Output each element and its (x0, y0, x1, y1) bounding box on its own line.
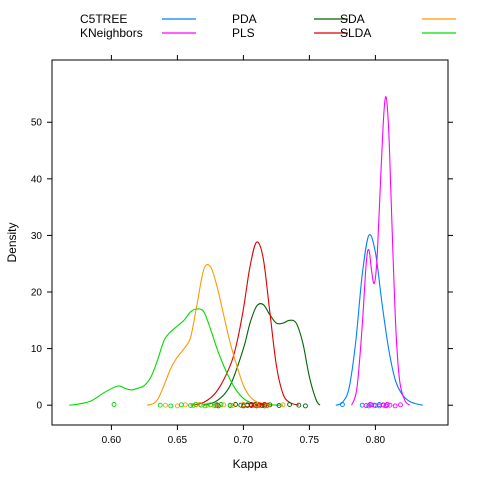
rug-point-sda (221, 402, 227, 408)
y-tick-label: 0 (36, 401, 42, 412)
rug-point-slda (207, 402, 213, 408)
legend-label-c5tree: C5TREE (80, 12, 127, 26)
rug-point-kneighbors (384, 402, 390, 407)
rug-point-kneighbors (371, 402, 377, 408)
rug-point-slda (213, 403, 219, 408)
rug-point-pls (259, 403, 265, 408)
x-tick-label: 0.75 (300, 435, 320, 446)
y-tick-label: 30 (31, 231, 43, 242)
x-tick-label: 0.70 (234, 435, 254, 446)
rug-point-pls (248, 402, 254, 407)
rug-point-sda (163, 402, 168, 408)
rug-point-kneighbors (387, 402, 393, 408)
rug-point-sda (205, 402, 211, 408)
rug-point-sda (174, 403, 180, 409)
legend-label-pls: PLS (232, 26, 255, 40)
rug-point-pda (296, 402, 302, 408)
density-curve-slda (69, 308, 284, 406)
legend-label-slda: SLDA (340, 26, 371, 40)
legend-label-pda: PDA (232, 12, 257, 26)
rug-point-pda (233, 402, 238, 407)
density-curves (69, 96, 424, 406)
rug-point-pls (256, 402, 262, 408)
rug-point-slda (188, 403, 194, 408)
density-curve-sda (146, 264, 277, 406)
rug-point-slda (202, 403, 208, 409)
rug-point-slda (218, 402, 224, 407)
rug-point-sda (264, 403, 270, 409)
rug-points (111, 402, 403, 409)
rug-point-sda (190, 403, 196, 408)
rug-point-pda (287, 402, 293, 407)
rug-point-slda (157, 402, 163, 408)
rug-point-sda (280, 402, 286, 408)
rug-point-pls (262, 402, 267, 407)
rug-point-c5tree (339, 402, 345, 407)
rug-point-slda (111, 402, 117, 407)
y-tick-label: 10 (31, 344, 43, 355)
rug-point-kneighbors (398, 402, 403, 408)
density-curve-pls (190, 241, 299, 406)
rug-point-kneighbors (363, 403, 369, 408)
density-curve-c5tree (335, 234, 424, 406)
x-axis-title: Kappa (233, 457, 268, 471)
rug-point-c5tree (359, 402, 365, 408)
y-axis-title: Density (5, 222, 19, 262)
rug-point-sda (254, 402, 260, 408)
x-tick-label: 0.80 (366, 435, 386, 446)
rug-point-sda (240, 402, 246, 407)
y-tick-label: 50 (31, 118, 43, 129)
y-tick-label: 20 (31, 288, 43, 299)
rug-point-slda (178, 402, 184, 408)
x-tick-label: 0.65 (168, 435, 188, 446)
density-curve-kneighbors (351, 96, 411, 406)
rug-point-slda (227, 402, 233, 408)
y-tick-label: 40 (31, 174, 43, 185)
rug-point-pda (302, 403, 308, 409)
rug-point-slda (168, 403, 174, 409)
x-tick-label: 0.60 (102, 435, 122, 446)
legend-label-sda: SDA (340, 12, 365, 26)
rug-point-kneighbors (392, 403, 398, 409)
rug-point-slda (193, 402, 199, 407)
rug-point-pda (238, 402, 244, 408)
rug-point-sda (230, 403, 236, 408)
axis-ticks: 0.60 0.65 0.70 0.75 0.80 0 10 20 30 40 50 (31, 55, 453, 446)
rug-point-c5tree (366, 403, 372, 409)
density-curve-pda (203, 303, 321, 406)
rug-point-pls (251, 402, 257, 408)
rug-point-pda (267, 402, 273, 408)
plot-panel (51, 59, 449, 426)
legend-label-kneighbors: KNeighbors (80, 26, 143, 40)
rug-point-sda (182, 402, 188, 408)
